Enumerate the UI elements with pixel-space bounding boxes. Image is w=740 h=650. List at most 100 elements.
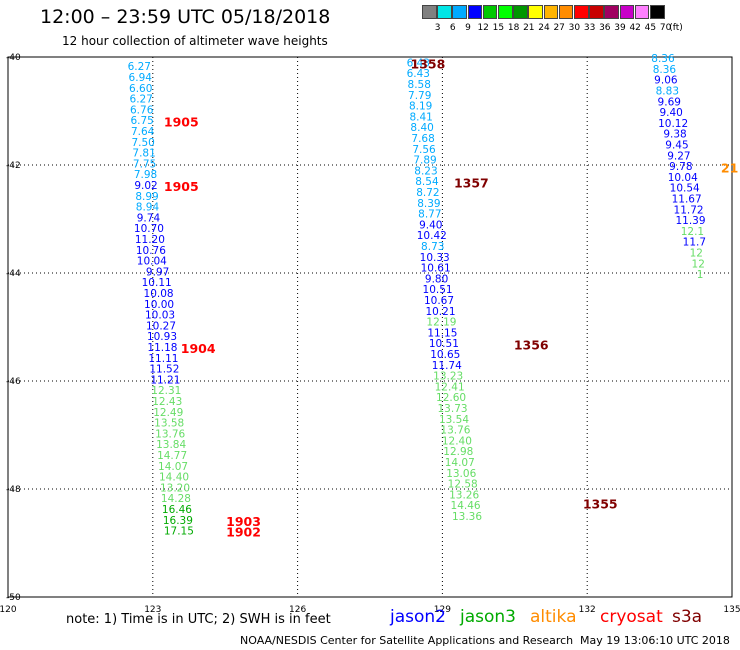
scale-swatch — [558, 5, 574, 19]
swh-data-label: 8.19 — [409, 101, 432, 113]
scale-label: 45 — [644, 23, 657, 33]
legend-altika: altika — [530, 607, 577, 627]
scale-swatch — [452, 5, 467, 19]
swh-data-label: 13.54 — [439, 414, 469, 426]
swh-data-label: 10.93 — [147, 331, 177, 343]
swh-data-label: 10.21 — [425, 306, 455, 318]
swh-data-label: 9.97 — [146, 266, 169, 278]
swh-data-label: 14.40 — [159, 472, 189, 484]
legend-jason2: jason2 — [390, 607, 446, 627]
swh-data-label: 13.06 — [446, 468, 476, 480]
swh-data-label: 10.04 — [668, 172, 698, 184]
swh-data-label: 10.08 — [144, 288, 174, 300]
y-tick-label: -44 — [6, 269, 21, 279]
scale-swatch — [498, 5, 513, 19]
swh-data-label: 8.36 — [651, 53, 675, 65]
swh-data-label: 7.50 — [131, 137, 154, 149]
swh-data-label: 9.78 — [669, 161, 692, 173]
swh-data-label: 9.40 — [419, 219, 442, 231]
time-label: 1357 — [454, 175, 489, 190]
swh-data-label: 14.07 — [445, 457, 475, 469]
swh-data-label: 11.7 — [683, 237, 706, 249]
swh-data-label: 9.69 — [658, 96, 681, 108]
swh-data-label: 12.41 — [435, 381, 465, 393]
swh-data-label: 12.98 — [443, 446, 473, 458]
scale-label: 36 — [599, 23, 611, 33]
x-tick-label: 132 — [579, 605, 596, 615]
scale-swatch — [513, 5, 528, 19]
scale-swatch — [467, 5, 483, 19]
swh-data-label: 16.39 — [163, 515, 193, 527]
swh-data-label: 11.72 — [674, 204, 704, 216]
legend-jason3: jason3 — [460, 607, 516, 627]
swh-data-label: 13.36 — [452, 511, 482, 523]
swh-data-label: 10.67 — [424, 295, 454, 307]
swh-data-label: 11.74 — [432, 360, 462, 372]
swh-data-label: 10.65 — [430, 349, 460, 361]
y-tick-label: -50 — [6, 593, 21, 603]
scale-unit: (ft) — [669, 23, 683, 33]
swh-data-label: 13.84 — [156, 439, 186, 451]
scale-label: 21 — [523, 23, 535, 33]
swh-data-label: 10.11 — [142, 277, 172, 289]
scale-swatch — [422, 5, 437, 19]
swh-data-label: 14.07 — [158, 461, 188, 473]
swh-data-label: 6.27 — [130, 94, 153, 106]
x-tick-label: 123 — [144, 605, 161, 615]
swh-data-label: 8.77 — [418, 209, 441, 221]
swh-data-label: 6.43 — [407, 68, 430, 80]
scale-swatch — [634, 5, 650, 19]
scale-swatch — [574, 5, 589, 19]
legend-cryosat: cryosat — [600, 607, 663, 627]
swh-data-label: 12.49 — [153, 407, 183, 419]
swh-data-label: 14.28 — [161, 493, 191, 505]
swh-data-label: 8.58 — [408, 79, 431, 91]
time-label: 21 — [721, 161, 738, 176]
scale-label: 39 — [614, 23, 626, 33]
scale-label: 24 — [538, 23, 550, 33]
swh-data-label: 9.74 — [137, 212, 161, 224]
footer: NOAA/NESDIS Center for Satellite Applica… — [240, 634, 730, 647]
swh-data-label: 8.39 — [417, 198, 440, 210]
swh-data-label: 10.12 — [658, 118, 688, 130]
swh-data-label: 10.61 — [421, 263, 451, 275]
scale-swatch — [650, 5, 665, 19]
swh-data-label: 8.99 — [135, 191, 158, 203]
x-tick-label: 135 — [723, 605, 740, 615]
swh-data-label: 10.27 — [146, 320, 176, 332]
x-tick-label: 120 — [0, 605, 17, 615]
swh-data-label: 12.43 — [152, 396, 182, 408]
x-tick-label: 126 — [289, 605, 306, 615]
footer-timestamp: May 19 13:06:10 UTC 2018 — [580, 634, 730, 647]
swh-data-label: 9.45 — [665, 139, 688, 151]
scale-label: 27 — [553, 23, 565, 33]
swh-data-label: 7.68 — [411, 133, 434, 145]
y-tick-label: -46 — [6, 377, 21, 387]
scale-label: 18 — [507, 23, 520, 33]
y-tick-label: -48 — [6, 485, 21, 495]
swh-data-label: 12.1 — [681, 226, 704, 238]
swh-data-label: 13.76 — [440, 425, 470, 437]
swh-data-label: 8.83 — [656, 85, 679, 97]
swh-data-label: 1 — [697, 269, 704, 281]
time-label: 1905 — [164, 179, 199, 194]
swh-data-label: 14.77 — [157, 450, 187, 462]
time-label: 1356 — [514, 337, 549, 352]
scale-swatch — [528, 5, 543, 19]
swh-data-label: 11.67 — [672, 193, 702, 205]
swh-data-label: 7.64 — [131, 126, 155, 138]
swh-data-label: 8.72 — [416, 187, 439, 199]
scale-swatch — [437, 5, 452, 19]
note-text: note: 1) Time is in UTC; 2) SWH is in fe… — [66, 612, 331, 627]
y-tick-label: -40 — [6, 53, 21, 63]
swh-data-label: 11.18 — [147, 342, 177, 354]
swh-data-label: 11.20 — [135, 234, 165, 246]
swh-data-label: 12.31 — [151, 385, 181, 397]
swh-data-label: 8.73 — [421, 241, 444, 253]
swh-data-label: 12.60 — [436, 392, 466, 404]
swh-data-label: 8.41 — [409, 111, 432, 123]
swh-data-label: 11.39 — [675, 215, 705, 227]
swh-data-label: 10.51 — [429, 338, 459, 350]
swh-data-label: 8.36 — [653, 64, 677, 76]
